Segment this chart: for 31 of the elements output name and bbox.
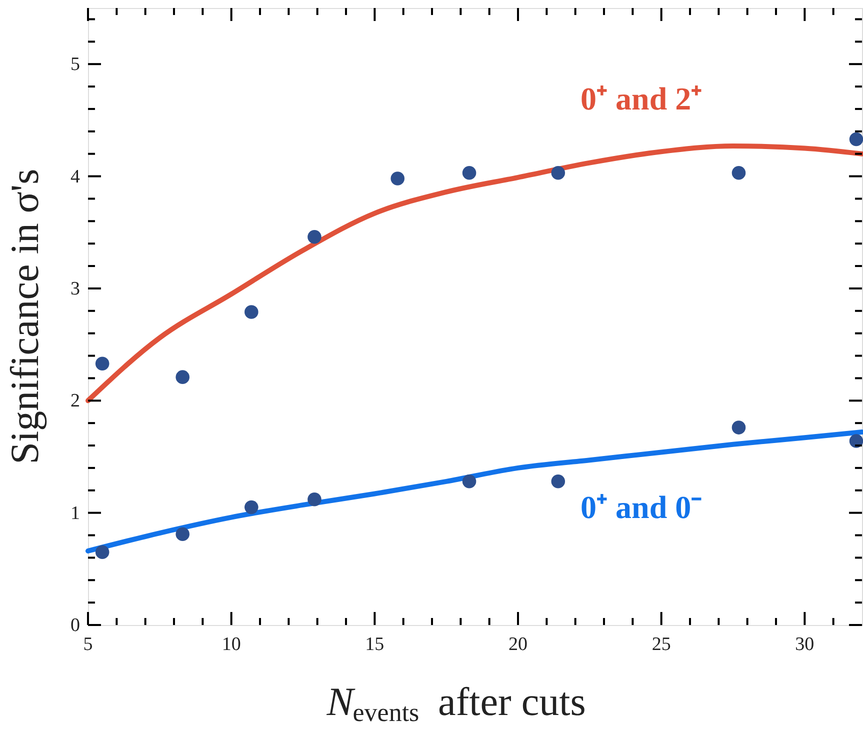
point — [732, 166, 746, 180]
point — [462, 166, 476, 180]
point — [551, 474, 566, 488]
point — [244, 500, 258, 514]
y-tick-label: 1 — [70, 502, 80, 524]
x-tick-label: 25 — [652, 634, 671, 655]
series-label: 0⁺ and 2⁺ — [580, 80, 702, 117]
y-tick-label: 2 — [70, 390, 80, 412]
y-tick-label: 5 — [70, 54, 80, 76]
x-tick-label: 30 — [795, 634, 814, 655]
point — [462, 474, 476, 488]
point — [732, 420, 746, 434]
point — [849, 132, 863, 146]
y-axis-title: Significance in σ's — [2, 168, 47, 464]
y-tick-label: 4 — [70, 166, 80, 188]
point — [849, 434, 863, 448]
point — [308, 230, 322, 244]
x-tick-label: 10 — [222, 634, 241, 655]
point — [308, 492, 322, 506]
point — [390, 172, 404, 186]
x-tick-label: 20 — [508, 634, 528, 655]
point — [95, 356, 110, 370]
x-tick-label: 15 — [365, 634, 384, 655]
y-tick-label: 3 — [70, 278, 80, 300]
point — [176, 527, 190, 542]
series-label: 0⁺ and 0⁻ — [580, 489, 702, 526]
y-tick-label: 0 — [70, 615, 80, 636]
point — [176, 370, 190, 384]
point — [551, 166, 566, 180]
point — [244, 305, 258, 319]
point — [95, 545, 110, 559]
